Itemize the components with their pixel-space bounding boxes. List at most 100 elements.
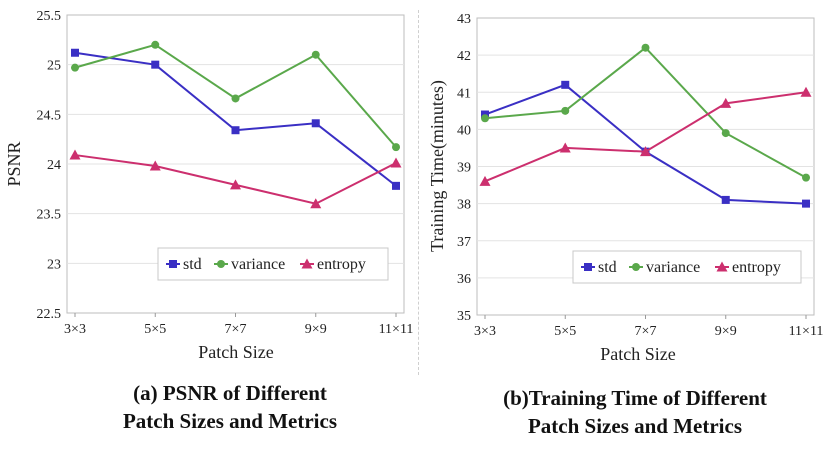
legend-marker-entropy	[716, 261, 728, 272]
data-point-variance	[151, 40, 160, 49]
y-tick-label: 36	[457, 272, 471, 287]
caption-psnr-line-1: (a) PSNR of Different	[133, 381, 327, 405]
legend-label-variance: variance	[646, 259, 700, 276]
x-tick-label: 9×9	[715, 324, 737, 339]
series-line-std	[74, 51, 397, 187]
legend-training-time: std variance entropy	[572, 250, 802, 284]
data-point-entropy	[559, 142, 571, 153]
series-entropy	[69, 149, 402, 209]
data-point-std	[231, 126, 240, 135]
x-tick-label: 7×7	[225, 322, 247, 337]
y-tick-label: 23.5	[37, 208, 62, 223]
legend-marker-std	[584, 263, 592, 271]
data-point-std	[721, 195, 730, 204]
legend-psnr: std variance entropy	[157, 247, 389, 281]
y-tick-label: 22.5	[37, 307, 62, 322]
data-point-entropy	[230, 179, 241, 190]
caption-training-time: (b)Training Time of Different Patch Size…	[440, 384, 830, 440]
x-tick-label: 11×11	[789, 324, 824, 339]
x-tick-label: 7×7	[635, 324, 657, 339]
y-axis-label-psnr: PSNR	[4, 141, 24, 186]
y-tick-label: 43	[457, 12, 471, 27]
y-tick-label: 40	[457, 123, 471, 138]
y-ticks-training-time: 35 36 37 38 39 40 41 42 43	[457, 12, 471, 324]
y-tick-label: 23	[47, 257, 61, 272]
data-point-variance	[561, 106, 570, 115]
y-axis-label-training-time: Training Time(minutes)	[427, 80, 448, 252]
data-point-variance	[392, 143, 400, 152]
legend-label-variance: variance	[231, 256, 285, 273]
x-axis-label-psnr: Patch Size	[198, 342, 273, 362]
x-ticks-psnr: 3×3 5×5 7×7 9×9 11×11	[64, 313, 413, 337]
gridlines-training-time	[477, 54, 814, 279]
y-tick-label: 25.5	[37, 9, 62, 24]
legend-box	[572, 250, 802, 284]
caption-psnr-line-2: Patch Sizes and Metrics	[122, 409, 338, 433]
x-tick-label: 11×11	[379, 322, 414, 337]
series-psnr	[69, 40, 402, 209]
x-tick-label: 3×3	[474, 324, 496, 339]
caption-psnr: (a) PSNR of Different Patch Sizes and Me…	[40, 379, 420, 435]
y-tick-label: 25	[47, 59, 61, 74]
panel-divider	[418, 10, 419, 375]
legend-marker-variance	[217, 260, 225, 268]
series-training-time	[479, 43, 812, 208]
series-line-entropy	[484, 91, 807, 183]
data-point-entropy	[479, 175, 491, 186]
data-point-std	[392, 181, 400, 190]
y-tick-label: 41	[457, 86, 471, 101]
data-point-entropy	[69, 149, 81, 160]
x-tick-label: 9×9	[305, 322, 327, 337]
series-variance	[481, 43, 810, 182]
data-point-std	[802, 199, 810, 208]
data-point-std	[311, 119, 320, 128]
data-point-std	[561, 80, 570, 89]
data-point-variance	[71, 63, 79, 72]
y-tick-label: 24	[47, 158, 61, 173]
data-point-entropy	[800, 86, 812, 97]
legend-marker-std	[169, 260, 177, 268]
data-point-entropy	[149, 160, 161, 171]
legend-label-std: std	[183, 256, 202, 273]
series-entropy	[479, 86, 812, 186]
y-tick-label: 24.5	[37, 108, 62, 123]
caption-training-time-line-2: Patch Sizes and Metrics	[527, 414, 743, 438]
y-tick-label: 38	[457, 198, 471, 213]
y-ticks-psnr: 22.5 23 23.5 24 24.5 25 25.5	[37, 9, 62, 322]
x-tick-label: 5×5	[554, 324, 576, 339]
data-point-variance	[641, 43, 650, 52]
legend-marker-variance	[632, 263, 640, 271]
y-tick-label: 35	[457, 309, 471, 324]
legend-label-std: std	[598, 259, 617, 276]
series-std	[71, 48, 400, 190]
series-variance	[71, 40, 400, 152]
legend-label-entropy: entropy	[732, 259, 781, 276]
chart-training-time: 35 36 37 38 39 40 41 42 43 3×3 5×5 7×7 9×9 11×11 Tra…	[427, 12, 823, 364]
x-tick-label: 5×5	[144, 322, 166, 337]
data-point-variance	[802, 173, 810, 182]
x-tick-label: 3×3	[64, 322, 86, 337]
chart-psnr: 22.5 23 23.5 24 24.5 25 25.5 3×3 5×5 7×7 9×9 11×11…	[4, 9, 413, 362]
data-point-std	[71, 48, 79, 57]
data-point-variance	[721, 129, 730, 138]
legend-marker-entropy	[301, 258, 313, 269]
data-point-variance	[481, 114, 489, 123]
data-point-std	[151, 60, 160, 69]
legend-box	[157, 247, 389, 281]
y-tick-label: 42	[457, 49, 471, 64]
series-std	[481, 80, 810, 208]
data-point-entropy	[310, 198, 322, 209]
y-tick-label: 39	[457, 161, 471, 176]
series-line-variance	[484, 46, 807, 179]
caption-training-time-line-1: (b)Training Time of Different	[503, 386, 767, 410]
data-point-entropy	[720, 97, 732, 108]
data-point-variance	[231, 94, 240, 103]
x-ticks-training-time: 3×3 5×5 7×7 9×9 11×11	[474, 315, 823, 339]
series-line-std	[484, 83, 807, 205]
legend-label-entropy: entropy	[317, 256, 366, 273]
data-point-entropy	[640, 146, 651, 157]
x-axis-label-training-time: Patch Size	[600, 344, 675, 364]
data-point-variance	[311, 50, 320, 59]
y-tick-label: 37	[457, 235, 471, 250]
